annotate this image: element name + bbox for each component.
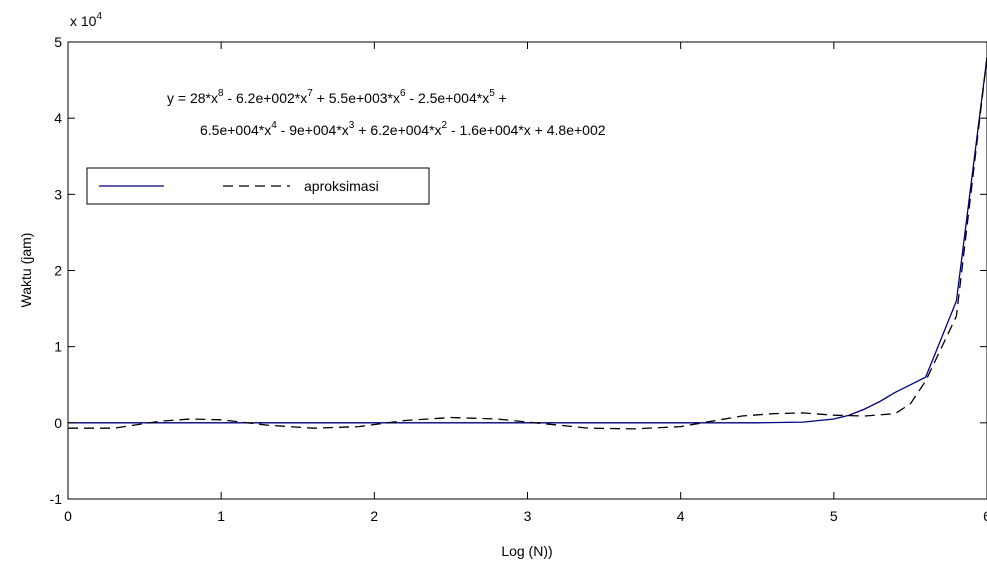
y-tick-label-2: 2 (54, 263, 62, 279)
legend: aproksimasi (86, 167, 430, 205)
y-exponent-label: x 104 (70, 11, 102, 29)
x-tick-label-5: 5 (830, 508, 838, 524)
equation-line-2: 6.5e+004*x4 - 9e+004*x3 + 6.2e+004*x2 - … (200, 120, 606, 138)
y-tick-label-0: 0 (54, 415, 62, 431)
plot-frame (67, 41, 987, 500)
x-tick-label-6: 6 (983, 508, 987, 524)
series-line-solid (68, 57, 987, 424)
legend-entry-aproksimasi: aproksimasi (304, 178, 379, 194)
axis-ticks (67, 41, 987, 500)
y-tick-label--1: -1 (50, 491, 63, 507)
x-tick-label-3: 3 (524, 508, 532, 524)
y-tick-label-1: 1 (54, 339, 62, 355)
x-axis-label: Log (N)) (501, 543, 552, 559)
y-tick-label-5: 5 (54, 34, 62, 50)
x-tick-label-4: 4 (677, 508, 685, 524)
x-tick-label-2: 2 (370, 508, 378, 524)
y-tick-label-3: 3 (54, 186, 62, 202)
x-tick-label-0: 0 (64, 508, 72, 524)
x-tick-label-1: 1 (217, 508, 225, 524)
y-tick-label-4: 4 (54, 110, 62, 126)
plot-curves (68, 57, 987, 430)
equation-line-1: y = 28*x8 - 6.2e+002*x7 + 5.5e+003*x6 - … (167, 88, 507, 106)
series-line-aproksimasi (68, 57, 987, 430)
y-axis-label: Waktu (jam) (18, 233, 34, 308)
